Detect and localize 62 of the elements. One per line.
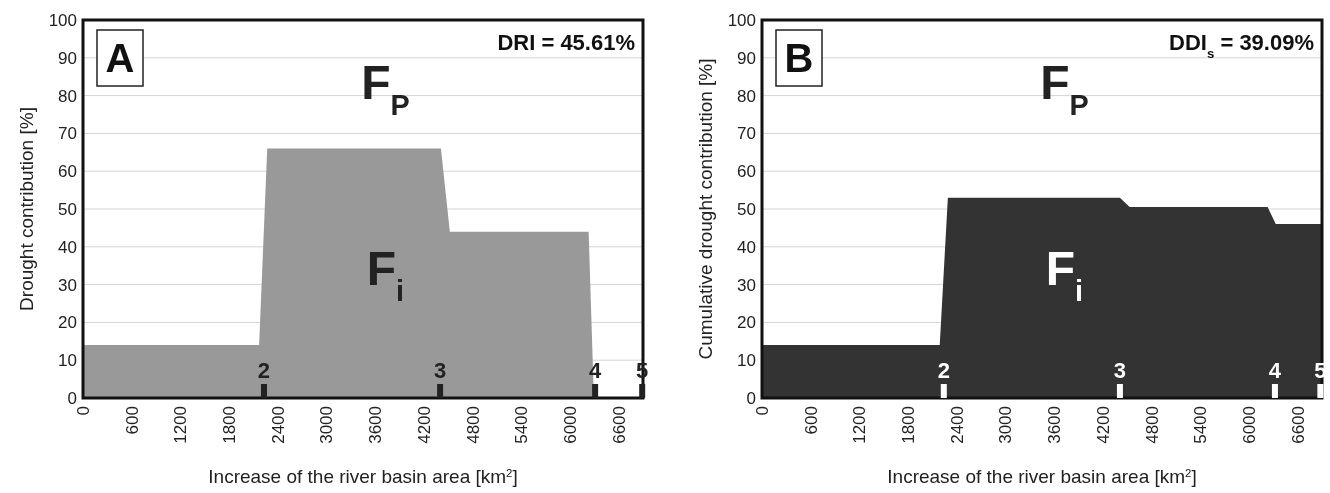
x-tick-label: 600 — [122, 406, 142, 435]
y-axis-title: Drought contribution [%] — [16, 107, 37, 311]
annotation: 3 — [1113, 358, 1127, 383]
x-tick-label: 6600 — [609, 406, 629, 444]
annotation: F$_{i}$ — [1045, 241, 1084, 307]
x-tick-label: 0 — [73, 406, 93, 416]
x-tick-label: 2400 — [268, 406, 288, 444]
annotation: F$_{P}$ — [361, 56, 410, 122]
x-tick-label: 4800 — [1142, 406, 1162, 444]
annotation: 4 — [588, 358, 602, 383]
y-tick-label: 80 — [58, 86, 77, 106]
annotation: 3 — [433, 358, 447, 383]
x-tick-label: 6000 — [1239, 406, 1259, 444]
annotation: B — [784, 36, 814, 80]
y-tick-label: 90 — [58, 48, 77, 68]
x-tick-label: 3000 — [317, 406, 337, 444]
x-axis-title: Increase of the river basin area [km$^{2}$] — [208, 466, 518, 487]
y-tick-label: 50 — [737, 199, 756, 219]
x-tick-label: 2400 — [947, 406, 967, 444]
x-tick-label: 4800 — [463, 406, 483, 444]
y-tick-label: 100 — [727, 10, 756, 30]
x-tick-label: 4200 — [414, 406, 434, 444]
y-tick-label: 40 — [737, 237, 756, 257]
y-tick-label: 60 — [58, 162, 77, 182]
x-tick-label: 3600 — [1045, 406, 1065, 444]
y-tick-label: 90 — [737, 48, 756, 68]
y-axis-title: Cumulative drought contribution [%] — [695, 58, 716, 360]
x-tick-label: 0 — [752, 406, 772, 416]
x-tick-label: 6600 — [1288, 406, 1308, 444]
annotation: 2 — [937, 358, 950, 383]
y-tick-label: 10 — [737, 351, 756, 371]
y-tick-label: 20 — [737, 313, 756, 333]
y-tick-label: 10 — [58, 351, 77, 371]
x-tick-label: 4200 — [1093, 406, 1113, 444]
x-tick-label: 5400 — [1191, 406, 1211, 444]
annotation: 4 — [1268, 358, 1282, 383]
annotation: DDI$_{s}$ = 39.09% — [1169, 30, 1314, 61]
y-tick-label: 20 — [58, 313, 77, 333]
y-tick-label: 30 — [58, 275, 77, 295]
annotation: DRI = 45.61% — [497, 30, 635, 55]
annotation: A — [105, 36, 135, 80]
x-tick-label: 1800 — [220, 406, 240, 444]
y-tick-label: 60 — [737, 162, 756, 182]
y-tick-label: 30 — [737, 275, 756, 295]
annotation: F$_{P}$ — [1040, 56, 1089, 122]
annotation: 2 — [257, 358, 271, 383]
y-tick-label: 40 — [58, 237, 77, 257]
x-tick-label: 3600 — [366, 406, 386, 444]
y-tick-label: 100 — [48, 10, 77, 30]
x-axis-title: Increase of the river basin area [km$^{2}$] — [887, 466, 1197, 487]
y-tick-label: 50 — [58, 199, 77, 219]
x-tick-label: 3000 — [996, 406, 1016, 444]
y-tick-label: 70 — [737, 124, 756, 144]
x-tick-label: 600 — [801, 406, 821, 435]
x-tick-label: 1800 — [899, 406, 919, 444]
y-tick-label: 80 — [737, 86, 756, 106]
annotation: F$_{i}$ — [366, 241, 405, 307]
x-tick-label: 6000 — [560, 406, 580, 444]
y-tick-label: 70 — [58, 124, 77, 144]
x-tick-label: 1200 — [171, 406, 191, 444]
x-tick-label: 1200 — [850, 406, 870, 444]
x-tick-label: 5400 — [512, 406, 532, 444]
